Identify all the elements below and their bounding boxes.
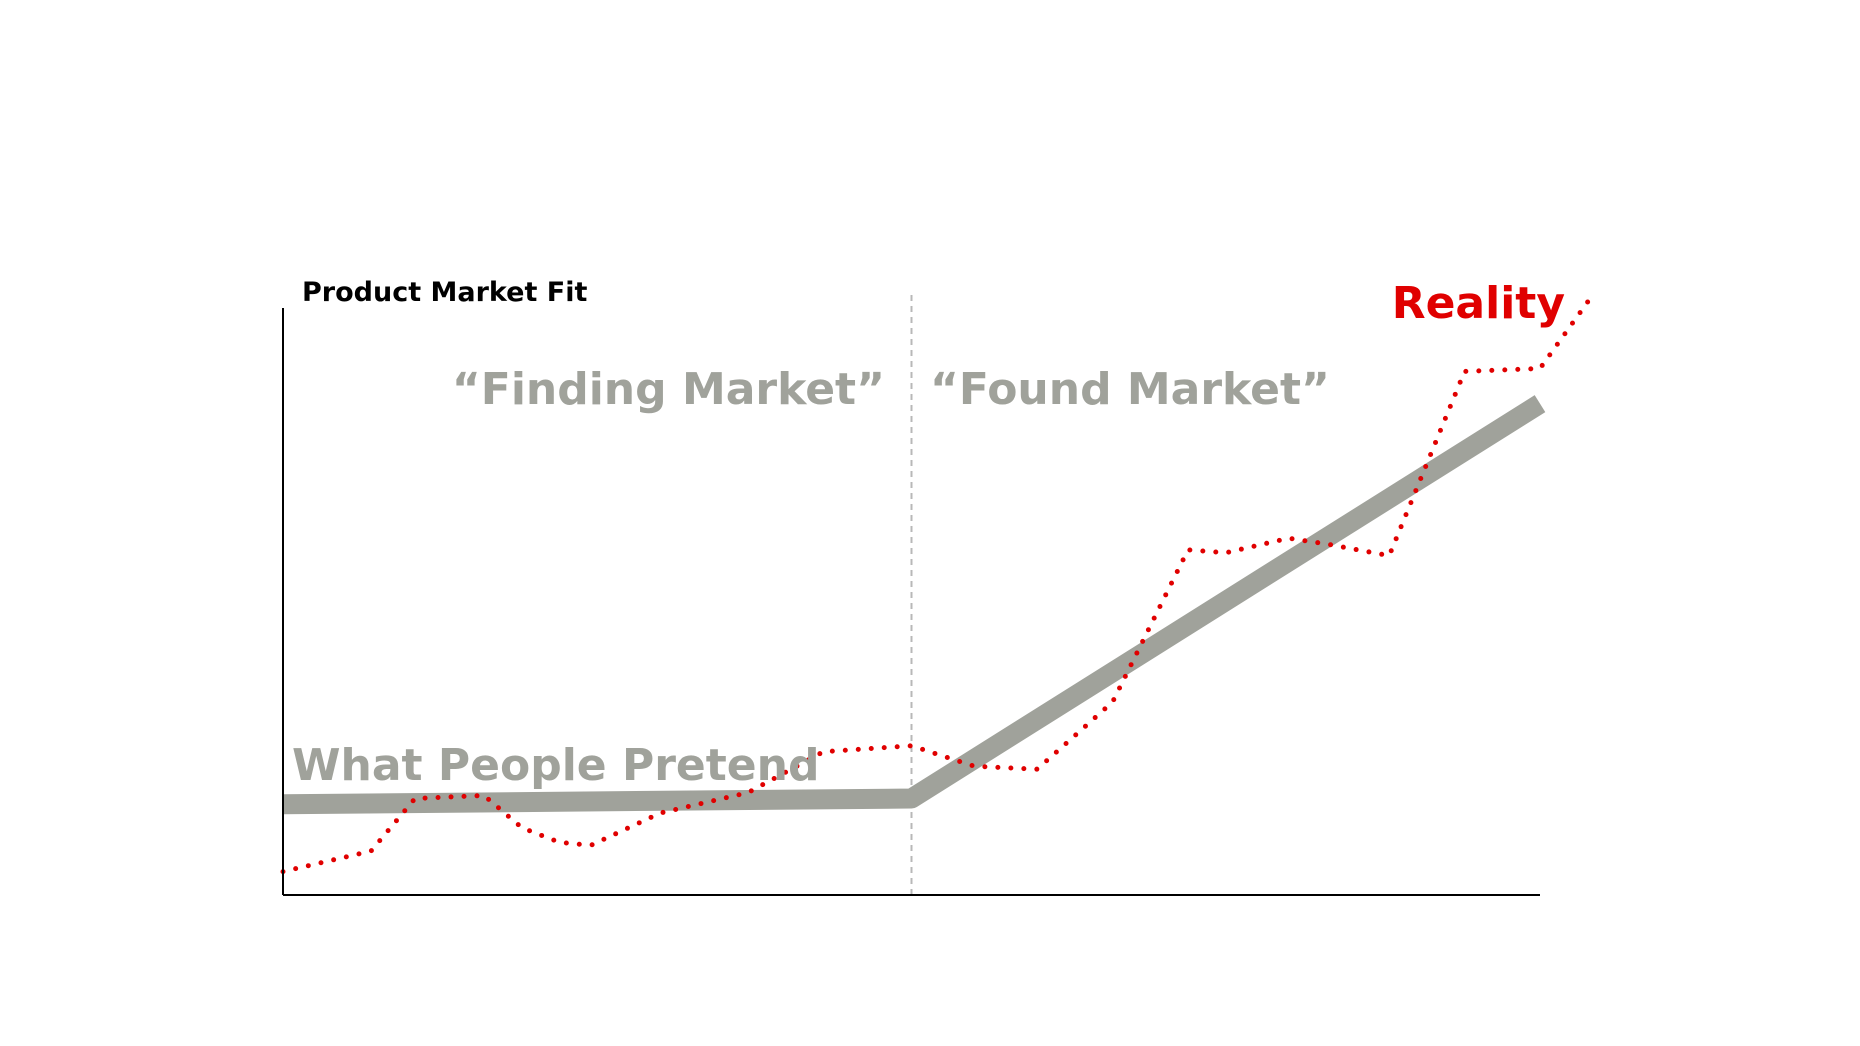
phase-label-found-market: “Found Market”	[930, 364, 1330, 415]
series-label-reality: Reality	[1392, 278, 1565, 329]
series-line-0	[282, 395, 1546, 815]
plot-area	[280, 295, 1593, 896]
series-line-1	[280, 295, 1593, 875]
y-axis-label: Product Market Fit	[302, 277, 587, 308]
series-label-what-people-pretend: What People Pretend	[292, 740, 819, 791]
phase-label-finding-market: “Finding Market”	[452, 364, 885, 415]
